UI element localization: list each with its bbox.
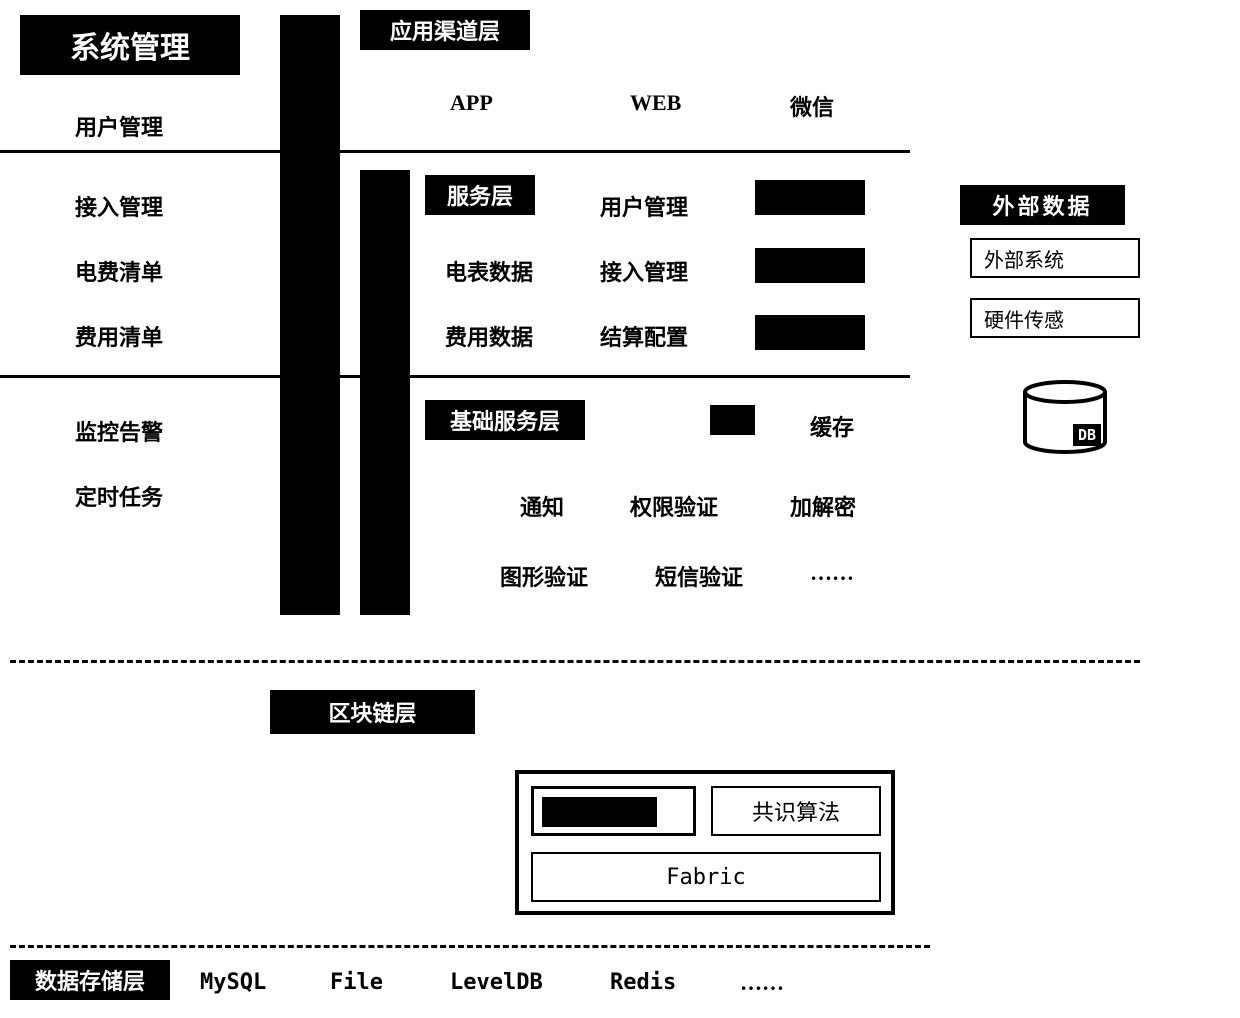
external-system-box: 外部系统: [970, 238, 1140, 278]
storage-more: ……: [740, 970, 784, 996]
sidebar-item-timer: 定时任务: [75, 480, 163, 512]
channel-web: WEB: [630, 90, 681, 116]
channel-app: APP: [450, 90, 493, 116]
sidebar-title-text: 系统管理: [70, 23, 190, 67]
sidebar-title: 系统管理: [20, 15, 240, 75]
blockchain-container: 共识算法 Fabric: [515, 770, 895, 915]
fabric-box: Fabric: [531, 852, 881, 902]
blockchain-title-text: 区块链层: [328, 696, 416, 728]
channel-wechat: 微信: [790, 90, 834, 122]
sidebar-item-fee-list: 费用清单: [75, 320, 163, 352]
storage-title-text: 数据存储层: [35, 964, 145, 996]
service-r2-blackbox: [755, 248, 865, 283]
divider-2: [0, 375, 910, 378]
service-vertical-bar: [360, 170, 410, 615]
base-small-blackbox: [710, 405, 755, 435]
divider-1: [0, 150, 910, 153]
db-icon: DB: [1020, 380, 1110, 460]
service-layer-title: 服务层: [425, 175, 535, 215]
sidebar-item-monitor: 监控告警: [75, 415, 163, 447]
service-r3-c2: 结算配置: [600, 320, 688, 352]
service-r2-c2: 接入管理: [600, 255, 688, 287]
blockchain-inner-black: [542, 797, 657, 827]
base-r3-more: ……: [810, 560, 854, 586]
service-r1-c2: 用户管理: [600, 190, 688, 222]
base-r2-notify: 通知: [520, 490, 564, 522]
service-r1-blackbox: [755, 180, 865, 215]
base-layer-title-text: 基础服务层: [450, 404, 560, 436]
base-r3-captcha: 图形验证: [500, 560, 588, 592]
service-layer-title-text: 服务层: [447, 179, 513, 211]
storage-file: File: [330, 970, 383, 995]
storage-redis: Redis: [610, 970, 676, 995]
external-title-text: 外部数据: [992, 189, 1092, 221]
base-cache: 缓存: [810, 410, 854, 442]
dashed-divider-2: [10, 945, 930, 948]
service-r3-c1: 费用数据: [445, 320, 533, 352]
storage-title: 数据存储层: [10, 960, 170, 1000]
svg-text:DB: DB: [1078, 426, 1096, 444]
sidebar-item-access-mgmt: 接入管理: [75, 190, 163, 222]
storage-mysql: MySQL: [200, 970, 266, 995]
base-r2-crypto: 加解密: [790, 490, 856, 522]
blockchain-title: 区块链层: [270, 690, 475, 734]
external-title: 外部数据: [960, 185, 1125, 225]
base-layer-title: 基础服务层: [425, 400, 585, 440]
channel-layer-title-text: 应用渠道层: [390, 14, 500, 46]
sidebar-item-user-mgmt: 用户管理: [75, 110, 163, 142]
external-system-text: 外部系统: [984, 244, 1064, 273]
service-r3-blackbox: [755, 315, 865, 350]
storage-leveldb: LevelDB: [450, 970, 543, 995]
external-hw-text: 硬件传感: [984, 304, 1064, 333]
service-r2-c1: 电表数据: [445, 255, 533, 287]
sidebar-item-bill-list: 电费清单: [75, 255, 163, 287]
fabric-text: Fabric: [666, 865, 745, 890]
consensus-box: 共识算法: [711, 786, 881, 836]
channel-layer-title: 应用渠道层: [360, 10, 530, 50]
consensus-text: 共识算法: [752, 795, 840, 827]
base-r3-sms: 短信验证: [655, 560, 743, 592]
base-r2-auth: 权限验证: [630, 490, 718, 522]
dashed-divider-1: [10, 660, 1140, 663]
external-hw-box: 硬件传感: [970, 298, 1140, 338]
left-vertical-bar: [280, 15, 340, 615]
